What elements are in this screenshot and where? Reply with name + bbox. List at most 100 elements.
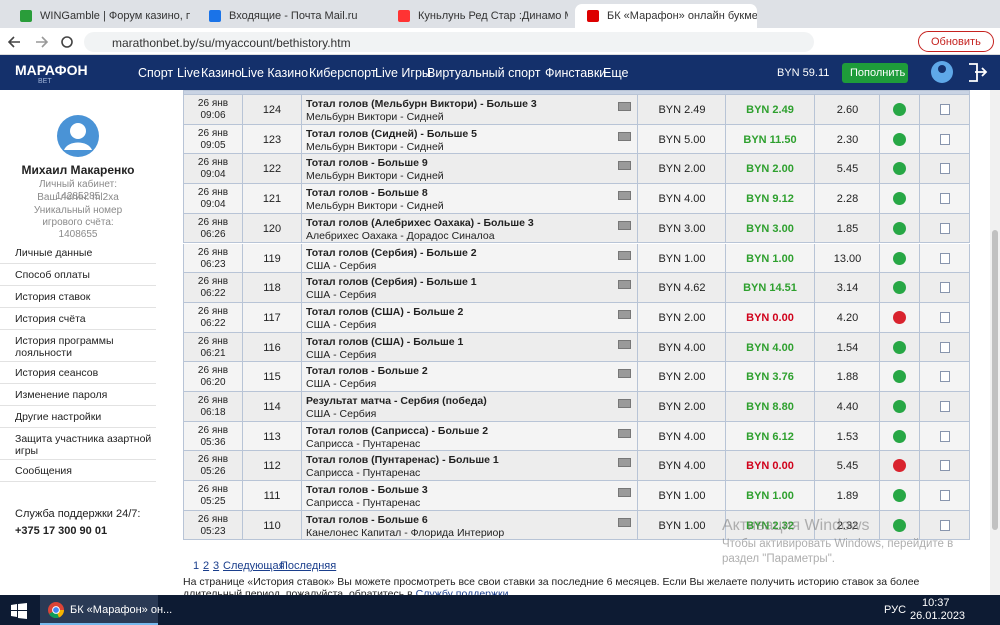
taskbar: БК «Марафон» он... РУС 10:37 26.01.2023 (0, 595, 1000, 625)
table-cell: BYN 2.00 (638, 302, 726, 333)
details-icon[interactable] (940, 252, 950, 264)
header-icons[interactable] (930, 60, 990, 86)
table-cell: BYN 9.12 (726, 184, 815, 214)
tv-icon[interactable] (618, 488, 631, 498)
bet-id[interactable]: 112 (263, 460, 281, 473)
details-icon[interactable] (940, 371, 950, 383)
tv-icon[interactable] (618, 399, 631, 408)
menu-item[interactable]: Сообщения (0, 460, 156, 482)
bet-id[interactable]: 122 (262, 163, 282, 176)
tv-icon[interactable] (618, 458, 631, 468)
details-icon[interactable] (940, 430, 950, 442)
content: 26 янв 09:06 124 Тотал голов (Мельбурн Викт… (156, 90, 990, 595)
bet-coef: 4.20 (836, 311, 859, 324)
tv-icon[interactable] (618, 339, 631, 349)
nav-buttons[interactable] (8, 33, 78, 51)
table-cell (920, 95, 970, 125)
bet-id[interactable]: 116 (263, 341, 281, 354)
scrollbar[interactable] (990, 90, 1000, 595)
bet-id[interactable]: 121 (262, 193, 282, 206)
table-cell: BYN 2.00 (726, 154, 815, 185)
tv-icon[interactable] (618, 517, 631, 527)
nav-link[interactable]: Киберспорт (309, 66, 377, 80)
tv-icon[interactable] (618, 428, 631, 438)
menu-item[interactable]: История сеансов (0, 362, 156, 384)
menu-item[interactable]: Защита участника азартной игры (0, 428, 156, 460)
table-cell: 26 янв 09:05 (183, 124, 243, 155)
tv-icon[interactable] (618, 161, 631, 171)
menu-item[interactable]: История программы лояльности (0, 330, 156, 362)
details-icon[interactable] (940, 519, 950, 531)
update-button[interactable]: Обновить (918, 31, 994, 52)
tv-icon[interactable] (618, 131, 631, 141)
details-icon[interactable] (940, 311, 950, 323)
nav-link[interactable]: Финставки (545, 66, 607, 80)
browser-tab[interactable]: Входящие - Почта Mail.ru (197, 4, 379, 28)
details-icon[interactable] (940, 133, 950, 145)
details-icon[interactable] (940, 104, 950, 115)
support-link[interactable]: Службу поддержки (412, 588, 509, 595)
bet-id[interactable]: 110 (263, 519, 281, 532)
bet-id[interactable]: 118 (263, 282, 281, 295)
details-icon[interactable] (940, 401, 950, 412)
bet-id[interactable]: 119 (263, 252, 281, 265)
details-icon[interactable] (940, 222, 950, 234)
menu-item[interactable]: Способ оплаты (0, 264, 156, 286)
page-link[interactable]: Последняя (280, 560, 337, 572)
table-cell: BYN 3.00 (726, 213, 815, 244)
bet-title: Тотал голов (США) - Больше 1 (306, 335, 464, 348)
bet-id[interactable]: 120 (262, 222, 282, 235)
menu-item[interactable]: Личные данные (0, 242, 156, 264)
browser-tab[interactable]: БК «Марафон» онлайн букмеке (575, 4, 757, 28)
page-link[interactable]: 3 (213, 560, 220, 572)
nav-link[interactable]: Виртуальный спорт (427, 66, 541, 80)
deposit-button[interactable]: Пополнить (842, 63, 908, 83)
bet-id[interactable]: 115 (263, 371, 281, 384)
bet-coef: 4.40 (836, 401, 859, 413)
tv-icon[interactable] (618, 102, 631, 111)
menu-item[interactable]: Изменение пароля (0, 384, 156, 406)
bet-id[interactable]: 123 (262, 133, 282, 146)
details-icon[interactable] (940, 460, 950, 472)
nav-link[interactable]: Еще (603, 66, 629, 80)
start-button[interactable] (11, 603, 27, 619)
tv-icon[interactable] (618, 309, 631, 319)
user-name: Михаил Макаренко (21, 163, 135, 177)
support-phone[interactable]: +375 17 300 90 01 (15, 525, 108, 537)
tv-icon[interactable] (618, 220, 631, 230)
details-icon[interactable] (940, 490, 950, 502)
details-icon[interactable] (940, 193, 950, 205)
bet-id[interactable]: 117 (263, 311, 281, 324)
nav-link[interactable]: Live Игры (375, 66, 431, 80)
bet-coef: 2.30 (836, 133, 859, 146)
page-link[interactable]: 2 (203, 560, 210, 572)
tv-icon[interactable] (618, 250, 631, 260)
bet-id[interactable]: 124 (262, 104, 282, 116)
bet-id[interactable]: 114 (263, 401, 281, 413)
tv-icon[interactable] (618, 191, 631, 201)
bet-date: 26 янв (197, 365, 229, 377)
browser-tab[interactable]: Куньлунь Ред Стар :Динамо Ми (386, 4, 568, 28)
logo[interactable]: МАРАФОН (15, 62, 88, 78)
details-icon[interactable] (940, 163, 950, 175)
bet-id[interactable]: 113 (263, 430, 281, 443)
nav-link[interactable]: Live Казино (241, 66, 309, 80)
url-field[interactable]: marathonbet.by/su/myaccount/bethistory.h… (84, 32, 814, 52)
bet-coef: 1.88 (836, 371, 859, 384)
menu-item[interactable]: История ставок (0, 286, 156, 308)
page-link[interactable]: Следующая (223, 560, 285, 572)
language[interactable]: РУС (884, 604, 907, 616)
nav-link[interactable]: Live (177, 66, 200, 80)
details-icon[interactable] (940, 341, 950, 353)
details-icon[interactable] (940, 282, 950, 294)
nav-link[interactable]: Спорт (138, 66, 174, 80)
browser-tab[interactable]: WINGamble | Форум казино, по (8, 4, 190, 28)
bet-id[interactable]: 111 (263, 490, 281, 503)
menu-item[interactable]: Другие настройки (0, 406, 156, 428)
nav-link[interactable]: Казино (201, 66, 242, 80)
menu-item[interactable]: История счёта (0, 308, 156, 330)
page-link[interactable]: 1 (193, 560, 200, 572)
tv-icon[interactable] (618, 369, 631, 379)
bet-date: 26 янв (197, 513, 229, 525)
tv-icon[interactable] (618, 280, 631, 290)
